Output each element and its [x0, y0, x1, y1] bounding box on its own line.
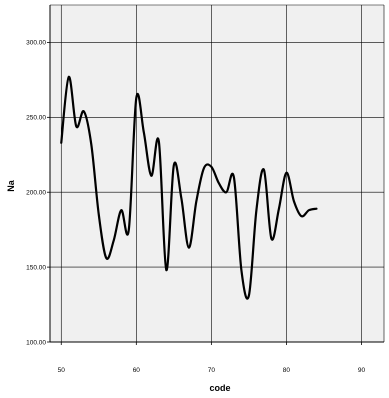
data-point: [210, 166, 212, 168]
data-point: [248, 294, 250, 296]
y-tick-label: 250.00: [26, 115, 46, 122]
y-tick-label: 200.00: [26, 190, 46, 197]
data-point: [150, 175, 152, 177]
data-point: [203, 167, 205, 169]
data-point: [75, 125, 77, 127]
data-point: [218, 182, 220, 184]
data-point: [285, 172, 287, 174]
data-point: [158, 140, 160, 142]
data-point: [165, 269, 167, 271]
x-tick-label: 50: [58, 367, 66, 374]
data-point: [270, 237, 272, 239]
plot-background: [50, 5, 384, 342]
data-point: [105, 257, 107, 259]
data-point: [128, 228, 130, 230]
data-point: [113, 239, 115, 241]
data-point: [278, 207, 280, 209]
series-line: [60, 75, 318, 300]
data-point: [240, 269, 242, 271]
data-point: [255, 209, 257, 211]
y-tick-label: 150.00: [26, 264, 46, 271]
series-group: [60, 75, 318, 300]
y-tick-label: 300.00: [26, 40, 46, 47]
data-point: [315, 207, 317, 209]
x-axis-ticks: 50 60 70 80 90: [58, 342, 366, 374]
data-point: [180, 197, 182, 199]
data-point: [68, 76, 70, 78]
y-axis-ticks: 100.00 150.00 200.00 250.00 300.00: [26, 40, 50, 346]
data-point: [120, 209, 122, 211]
x-tick-label: 60: [133, 367, 141, 374]
y-axis-title: Na: [6, 179, 16, 191]
x-axis-title: code: [209, 383, 230, 393]
data-point: [98, 213, 100, 215]
data-point: [233, 176, 235, 178]
x-tick-label: 70: [208, 367, 216, 374]
x-tick-label: 80: [283, 367, 291, 374]
x-tick-label: 90: [358, 367, 366, 374]
data-point: [293, 200, 295, 202]
data-point: [263, 169, 265, 171]
data-point: [135, 97, 137, 99]
data-point: [90, 143, 92, 145]
axes: [49, 5, 384, 343]
data-point: [143, 131, 145, 133]
data-point: [308, 209, 310, 211]
y-tick-label: 100.00: [26, 339, 46, 346]
data-point: [195, 200, 197, 202]
data-point: [188, 246, 190, 248]
data-point: [83, 110, 85, 112]
data-point: [300, 215, 302, 217]
data-point: [173, 164, 175, 166]
data-point: [225, 191, 227, 193]
data-point: [60, 142, 62, 144]
